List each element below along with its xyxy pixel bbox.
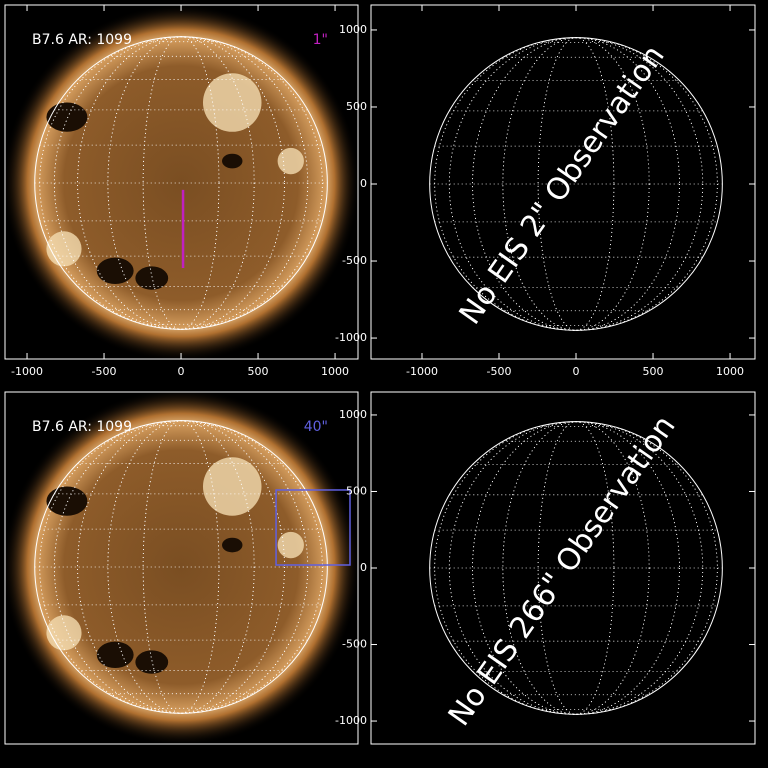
longitude-line: [502, 421, 650, 715]
limb: [34, 420, 328, 714]
coronal-hole: [135, 650, 169, 674]
y-tick-label: -1000: [335, 714, 367, 727]
coronal-hole: [96, 257, 134, 284]
limb: [34, 36, 328, 330]
longitude-line: [448, 37, 704, 331]
image-label: B7.6 AR: 1099: [32, 32, 132, 48]
plot-area: [429, 37, 723, 331]
longitude-line: [107, 420, 255, 714]
x-tick-label: -1000: [406, 365, 438, 378]
active-region: [277, 531, 304, 559]
panel: B7.6 AR: 1099 40": [4, 391, 359, 745]
active-region: [46, 231, 82, 267]
active-region: [277, 147, 304, 175]
x-tick-label: 0: [573, 365, 580, 378]
longitude-line: [39, 420, 323, 714]
y-tick-label: 500: [346, 484, 367, 497]
coronal-hole: [222, 153, 243, 169]
x-tick-label: -500: [92, 365, 117, 378]
plot-area: [5, 5, 358, 359]
longitude-line: [53, 420, 309, 714]
frame: [370, 4, 756, 360]
active-region: [46, 615, 82, 651]
limb: [429, 421, 723, 715]
coronal-hole: [46, 102, 88, 132]
field-of-view: [275, 489, 351, 566]
y-tick-label: 0: [360, 561, 367, 574]
y-tick-label: -500: [342, 254, 367, 267]
coronal-hole: [96, 641, 134, 668]
frame: [4, 391, 359, 745]
y-tick-label: 500: [346, 100, 367, 113]
x-tick-label: 1000: [716, 365, 744, 378]
image-label: B7.6 AR: 1099: [32, 419, 132, 435]
y-tick-label: 0: [360, 177, 367, 190]
plot-area: [429, 421, 723, 715]
scale-label: 1": [313, 32, 328, 48]
panel: -1000 -500 0 500 1000 B7.6 AR: 1099 1": [4, 4, 359, 378]
longitude-line: [107, 36, 255, 330]
coronal-hole: [46, 486, 88, 516]
x-tick-label: 500: [643, 365, 664, 378]
coronal-hole: [135, 266, 169, 290]
active-region: [202, 73, 262, 132]
longitude-line: [502, 37, 650, 331]
x-tick-label: -1000: [11, 365, 43, 378]
y-tick-label: 1000: [339, 23, 367, 36]
coronal-hole: [222, 537, 243, 553]
x-tick-label: 0: [178, 365, 185, 378]
longitude-line: [434, 421, 718, 715]
limb: [429, 37, 723, 331]
plot-area: [5, 392, 358, 744]
active-region: [202, 457, 262, 516]
x-tick-label: -500: [487, 365, 512, 378]
y-tick-label: 1000: [339, 408, 367, 421]
longitude-line: [448, 421, 704, 715]
x-tick-label: 1000: [321, 365, 349, 378]
y-tick-label: -500: [342, 638, 367, 651]
y-tick-label: -1000: [335, 331, 367, 344]
longitude-line: [434, 37, 718, 331]
x-tick-label: 500: [248, 365, 269, 378]
scale-label: 40": [304, 419, 328, 435]
